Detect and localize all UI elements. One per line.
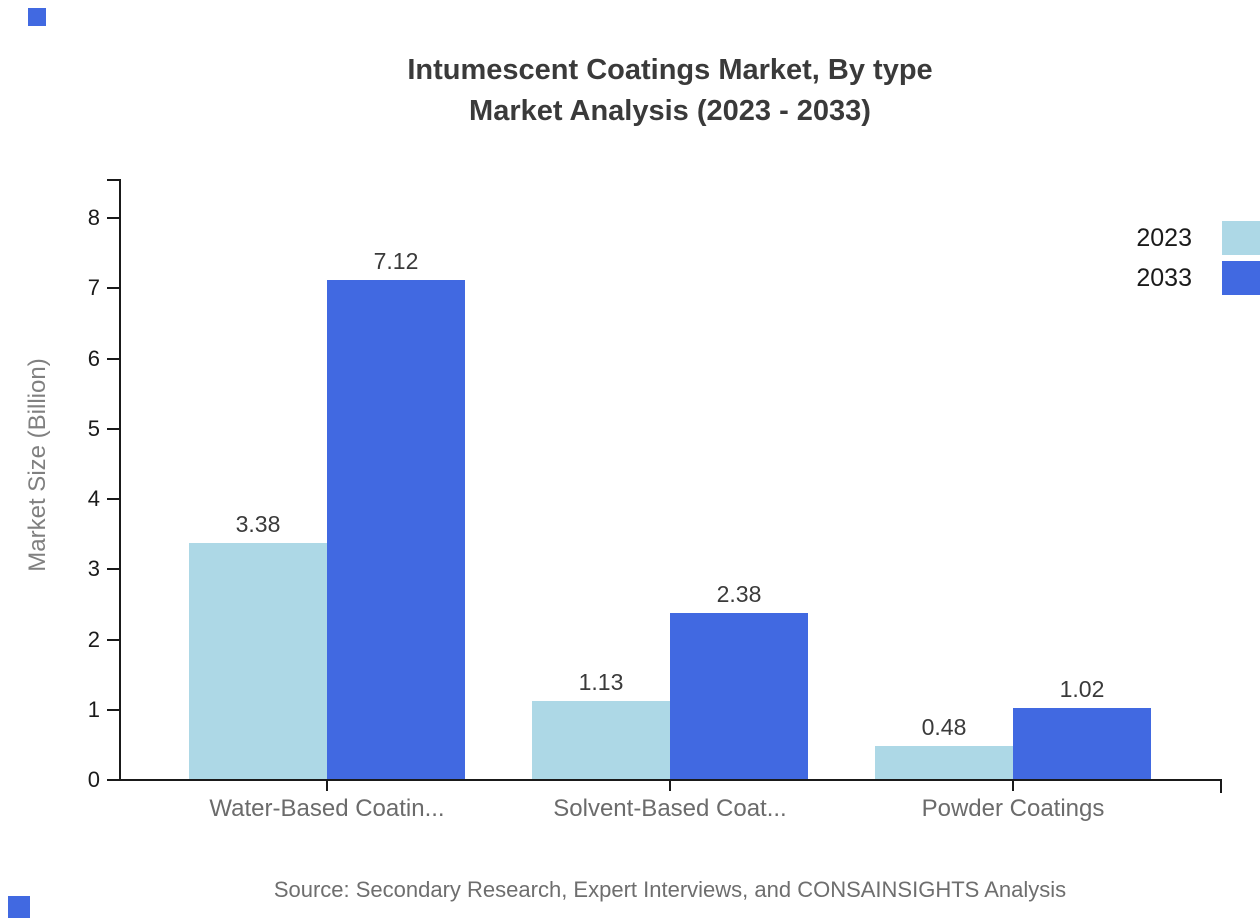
y-tick-1	[107, 709, 120, 711]
x-category-label-water-based-coatin: Water-Based Coatin...	[209, 795, 445, 822]
bar-2023-water-based-coatin[interactable]	[189, 543, 327, 780]
y-tick-7	[107, 287, 120, 289]
value-label-2033-water-based-coatin: 7.12	[373, 248, 419, 274]
y-tick-label-6: 6	[87, 346, 100, 371]
legend-swatch-2023	[1222, 221, 1260, 255]
source-note: Source: Secondary Research, Expert Inter…	[273, 877, 1067, 902]
y-tick-8	[107, 217, 120, 219]
brand-mark-bottom-left-square	[8, 896, 30, 918]
y-tick-3	[107, 568, 120, 570]
y-tick-5	[107, 428, 120, 430]
chart-title-line1: Intumescent Coatings Market, By type	[407, 54, 933, 86]
value-label-2023-solvent-based-coat: 1.13	[578, 669, 624, 695]
y-tick-2	[107, 639, 120, 641]
x-tick-solvent-based-coat	[669, 780, 671, 791]
value-label-2023-water-based-coatin: 3.38	[235, 511, 281, 537]
x-tick-powder-coatings	[1012, 780, 1014, 791]
chart-title: Intumescent Coatings Market, By type Mar…	[140, 50, 1200, 132]
y-tick-label-3: 3	[87, 556, 100, 581]
y-axis-end-cap	[107, 179, 121, 181]
legend-item-2023[interactable]: 2023	[1136, 221, 1260, 255]
legend-swatch-2033	[1222, 261, 1260, 295]
bar-2023-powder-coatings[interactable]	[875, 746, 1013, 780]
y-tick-label-1: 1	[87, 697, 100, 722]
y-tick-6	[107, 358, 120, 360]
bar-2033-solvent-based-coat[interactable]	[670, 613, 808, 780]
y-tick-4	[107, 498, 120, 500]
bar-2033-water-based-coatin[interactable]	[327, 280, 465, 780]
y-tick-label-4: 4	[87, 486, 100, 511]
legend: 2023 2033	[1136, 221, 1260, 301]
value-label-2023-powder-coatings: 0.48	[921, 714, 967, 740]
value-label-2033-powder-coatings: 1.02	[1059, 676, 1105, 702]
x-category-label-powder-coatings: Powder Coatings	[921, 795, 1105, 822]
bar-2033-powder-coatings[interactable]	[1013, 708, 1151, 780]
y-tick-label-7: 7	[87, 275, 100, 300]
y-tick-label-5: 5	[87, 416, 100, 441]
y-tick-0	[107, 779, 120, 781]
value-label-2033-solvent-based-coat: 2.38	[716, 581, 762, 607]
chart-title-line2: Market Analysis (2023 - 2033)	[469, 95, 871, 127]
x-axis-end-cap	[1220, 779, 1222, 793]
y-tick-label-8: 8	[87, 205, 100, 230]
legend-label-2023: 2023	[1136, 223, 1192, 252]
bar-2023-solvent-based-coat[interactable]	[532, 701, 670, 780]
y-tick-label-2: 2	[87, 627, 100, 652]
brand-mark-top-left-square	[28, 8, 46, 26]
legend-label-2033: 2033	[1136, 263, 1192, 292]
y-tick-label-0: 0	[87, 767, 100, 792]
y-axis-line	[119, 180, 121, 781]
legend-item-2033[interactable]: 2033	[1136, 261, 1260, 295]
x-category-label-solvent-based-coat: Solvent-Based Coat...	[553, 795, 787, 822]
x-tick-water-based-coatin	[326, 780, 328, 791]
